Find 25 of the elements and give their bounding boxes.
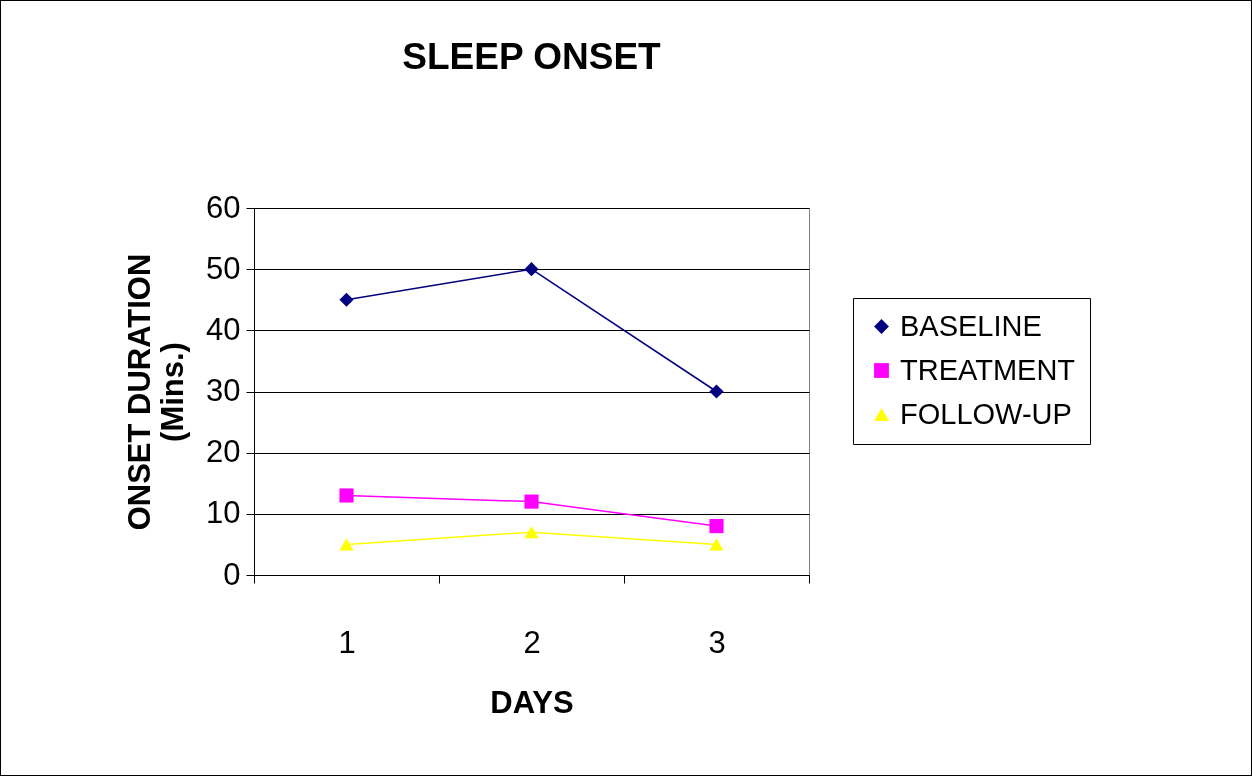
y-tick-label: 30	[206, 373, 241, 408]
point	[339, 292, 354, 307]
x-tick-label: 2	[523, 624, 541, 660]
point	[709, 519, 724, 534]
legend-label: BASELINE	[900, 309, 1042, 342]
chart-title: SLEEP ONSET	[402, 36, 662, 77]
legend-label: TREATMENT	[900, 353, 1076, 386]
point	[524, 494, 539, 509]
y-tick-label: 20	[206, 434, 241, 470]
y-tick-label: 40	[206, 311, 241, 347]
point	[709, 384, 724, 399]
x-tick-label: 3	[708, 624, 726, 660]
x-axis-title: DAYS	[490, 684, 574, 720]
x-tick-label: 1	[338, 624, 356, 660]
y-tick-label: 0	[223, 556, 241, 592]
point	[709, 538, 724, 551]
y-tick-label: 10	[206, 495, 241, 531]
point	[339, 538, 354, 551]
point	[339, 488, 354, 503]
y-axis-title: ONSET DURATION (Mins.)	[122, 253, 191, 531]
point	[524, 526, 539, 539]
legend-label: FOLLOW-UP	[900, 397, 1072, 430]
point	[524, 262, 539, 277]
y-tick-label: 50	[206, 250, 241, 286]
y-tick-label: 60	[206, 189, 241, 225]
